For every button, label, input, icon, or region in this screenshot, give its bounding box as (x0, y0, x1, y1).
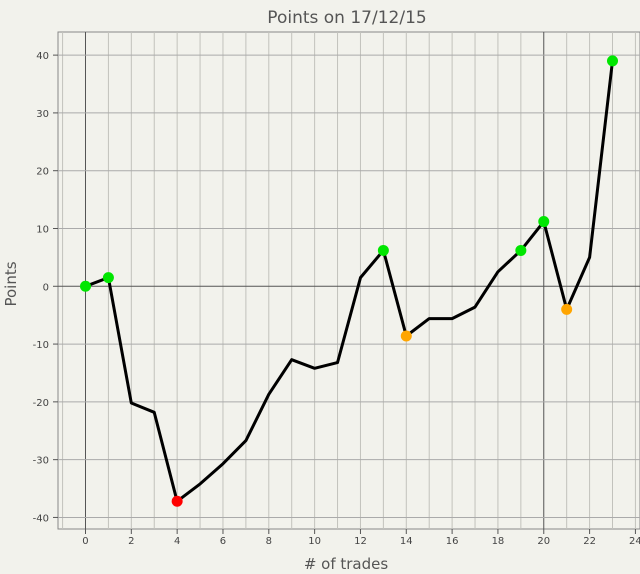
x-tick-label: 16 (446, 536, 459, 547)
x-tick-label: 4 (174, 536, 180, 547)
series-lines (84, 60, 614, 503)
y-tick-label: -40 (33, 513, 49, 524)
x-tick-label: 18 (492, 536, 505, 547)
plot-frame (57, 31, 640, 530)
plot-area (57, 31, 640, 530)
chart-title: Points on 17/12/15 (267, 8, 426, 28)
data-point-marker (561, 303, 573, 315)
x-tick-label: 6 (220, 536, 226, 547)
y-tick-label: 40 (36, 51, 49, 62)
x-tick-label: 2 (128, 536, 134, 547)
y-tick-label: -30 (33, 456, 49, 467)
y-tick-label: 20 (36, 167, 49, 178)
data-point-marker (171, 495, 183, 507)
x-tick-label: 0 (82, 536, 88, 547)
x-tick-label: 22 (583, 536, 596, 547)
series-line (84, 60, 614, 503)
x-axis-label: # of trades (304, 555, 389, 573)
markers (79, 55, 619, 507)
data-point-marker (79, 280, 91, 292)
y-tick-label: -20 (33, 398, 49, 409)
data-point-marker (102, 272, 114, 284)
y-tick-label: 30 (36, 109, 49, 120)
data-point-marker (400, 330, 412, 342)
data-point-marker (607, 55, 619, 67)
x-tick-label: 10 (308, 536, 321, 547)
x-tick-label: 8 (266, 536, 272, 547)
x-tick-label: 12 (354, 536, 367, 547)
x-tick-label: 20 (537, 536, 550, 547)
y-tick-label: -10 (33, 340, 49, 351)
x-tick-label: 14 (400, 536, 413, 547)
y-tick-label: 0 (43, 282, 49, 293)
y-axis-label: Points (2, 261, 20, 306)
data-point-marker (515, 244, 527, 256)
x-tick-label: 24 (629, 536, 640, 547)
data-point-marker (377, 244, 389, 256)
y-tick-label: 10 (36, 224, 49, 235)
data-point-marker (538, 216, 550, 228)
